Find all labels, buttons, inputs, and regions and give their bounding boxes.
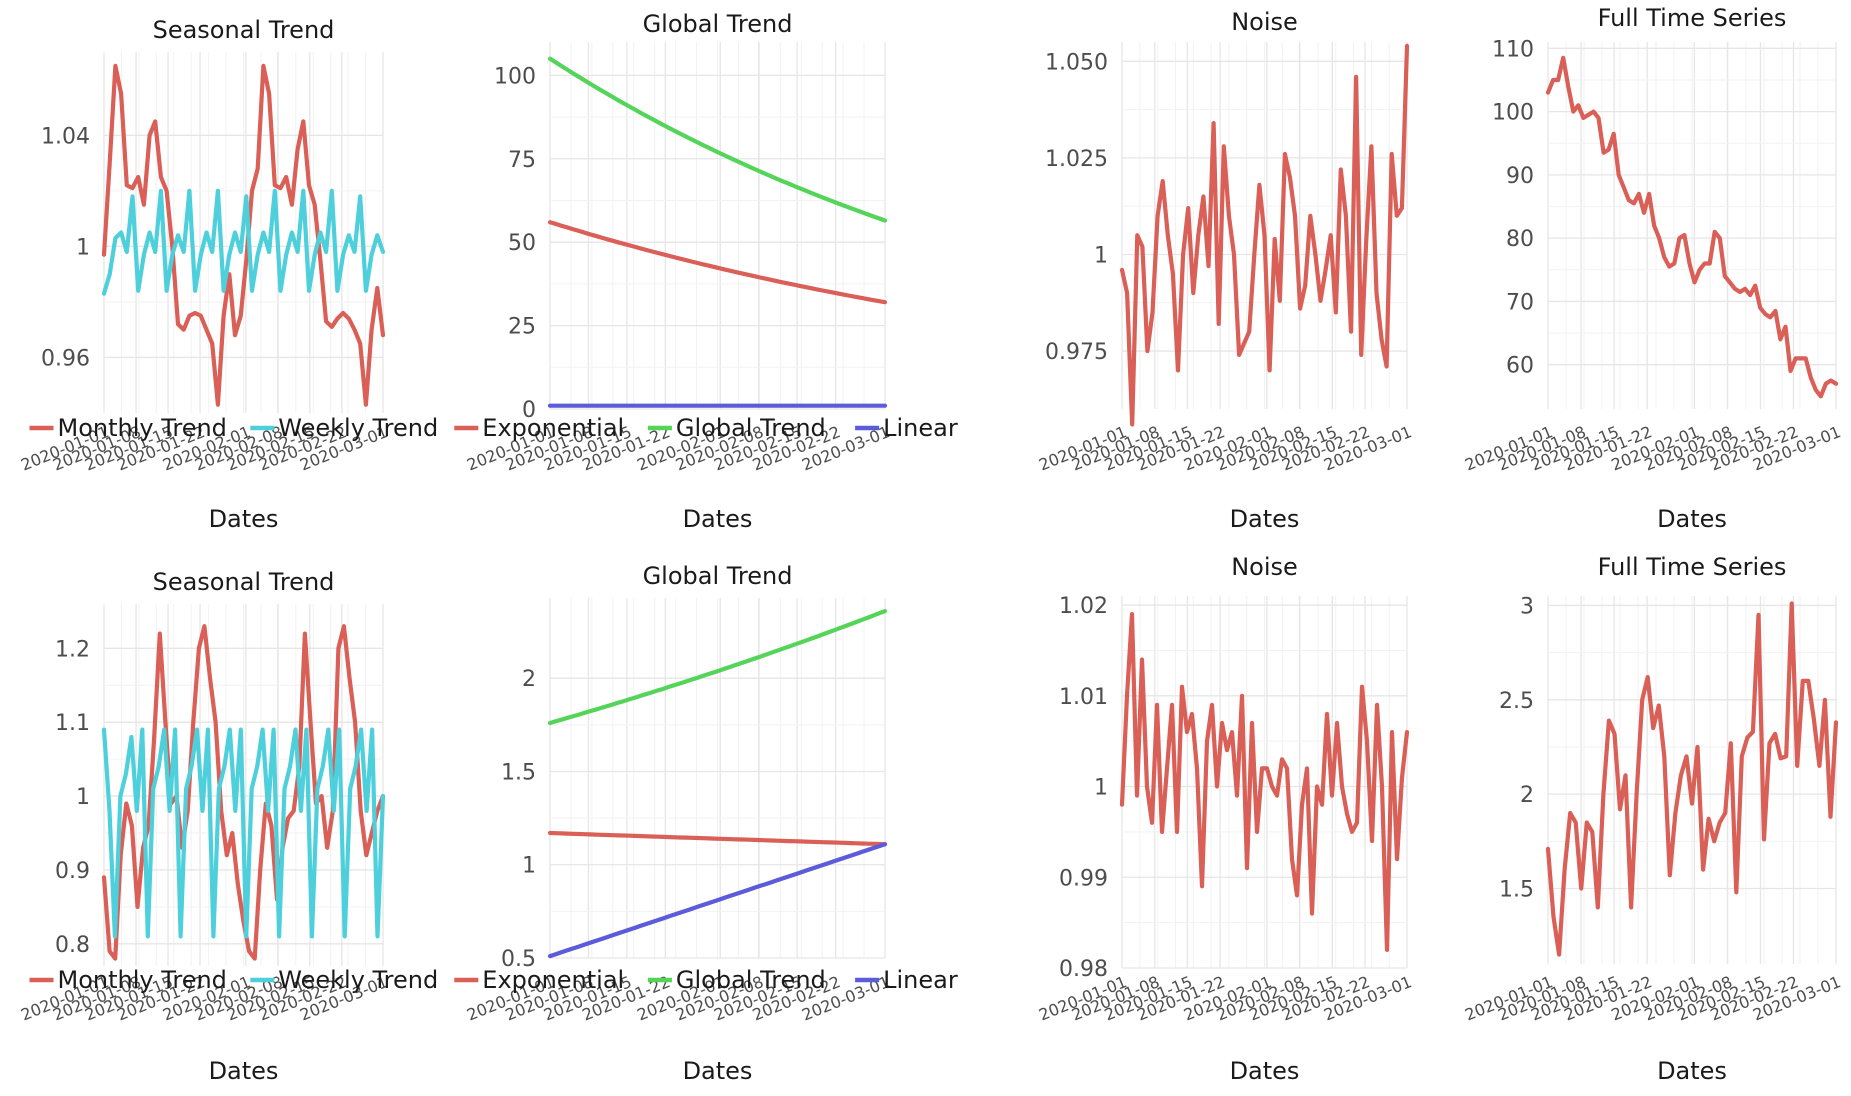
y-tick-label: 90 xyxy=(1506,164,1534,189)
y-tick-label: 1 xyxy=(76,785,90,810)
panel-title: Full Time Series xyxy=(1598,4,1787,32)
x-axis-label: Dates xyxy=(1230,1057,1300,1085)
y-tick-label: 2 xyxy=(522,667,536,692)
series-line-global-trend xyxy=(547,608,888,726)
panel-title: Seasonal Trend xyxy=(153,568,335,596)
y-tick-label: 50 xyxy=(508,231,536,256)
y-tick-label: 0 xyxy=(522,398,536,423)
y-tick-label: 100 xyxy=(1492,101,1534,126)
panel-title: Full Time Series xyxy=(1598,553,1787,581)
legend-label: Global Trend xyxy=(676,966,826,994)
series-line-value xyxy=(1545,601,1839,957)
y-tick-label: 25 xyxy=(508,315,536,340)
series-line-weekly-trend xyxy=(101,188,386,296)
x-axis-label: Dates xyxy=(683,1057,753,1085)
y-tick-label: 70 xyxy=(1506,290,1534,315)
panel-title: Noise xyxy=(1231,8,1298,36)
panel-title: Global Trend xyxy=(643,562,793,590)
x-axis-label: Dates xyxy=(209,505,279,533)
series-line-linear xyxy=(547,842,888,959)
series-line-exponential xyxy=(547,830,888,847)
y-tick-label: 1.02 xyxy=(1059,594,1108,619)
y-tick-label: 0.5 xyxy=(501,947,536,972)
legend-label: Monthly Trend xyxy=(58,966,227,994)
y-tick-label: 1 xyxy=(1094,243,1108,268)
legend-label: Exponential xyxy=(482,966,624,994)
y-tick-label: 0.99 xyxy=(1059,866,1108,891)
x-axis-label: Dates xyxy=(683,505,753,533)
y-tick-label: 1 xyxy=(76,235,90,260)
y-tick-label: 2.5 xyxy=(1499,689,1534,714)
legend-label: Linear xyxy=(883,966,958,994)
series-line-monthly-trend xyxy=(101,624,386,961)
y-tick-label: 1.2 xyxy=(55,637,90,662)
y-tick-label: 1.5 xyxy=(1499,878,1534,903)
legend: Monthly Trend Weekly Trend xyxy=(29,414,438,442)
legend: Monthly Trend Weekly Trend xyxy=(29,966,438,994)
y-tick-label: 0.8 xyxy=(55,933,90,958)
y-tick-label: 60 xyxy=(1506,354,1534,379)
series-line-value xyxy=(1119,43,1410,427)
y-tick-label: 75 xyxy=(508,148,536,173)
legend-label: Monthly Trend xyxy=(58,414,227,442)
y-tick-label: 2 xyxy=(1520,783,1534,808)
x-axis-label: Dates xyxy=(1657,505,1727,533)
y-tick-label: 1.1 xyxy=(55,711,90,736)
legend: Exponential Global Trend Linear xyxy=(454,414,958,442)
series-line-exponential xyxy=(547,220,888,305)
legend: Exponential Global Trend Linear xyxy=(454,966,958,994)
y-tick-label: 1.025 xyxy=(1045,147,1108,172)
legend-label: Weekly Trend xyxy=(278,966,438,994)
y-tick-label: 1.5 xyxy=(501,760,536,785)
y-tick-label: 1.01 xyxy=(1059,685,1108,710)
series-line-global-trend xyxy=(547,56,888,223)
panel-title: Noise xyxy=(1231,553,1298,581)
x-axis-label: Dates xyxy=(1230,505,1300,533)
series-line-weekly-trend xyxy=(101,727,386,939)
x-axis-label: Dates xyxy=(1657,1057,1727,1085)
series-line-value xyxy=(1119,611,1410,953)
y-tick-label: 110 xyxy=(1492,37,1534,62)
series-line-monthly-trend xyxy=(101,63,386,407)
y-tick-label: 1.050 xyxy=(1045,50,1108,75)
x-axis-label: Dates xyxy=(209,1057,279,1085)
legend-label: Global Trend xyxy=(676,414,826,442)
legend-label: Linear xyxy=(883,414,958,442)
y-tick-label: 0.975 xyxy=(1045,340,1108,365)
y-tick-label: 0.9 xyxy=(55,859,90,884)
panel-title: Global Trend xyxy=(643,10,793,38)
y-tick-label: 1 xyxy=(1094,776,1108,801)
legend-label: Weekly Trend xyxy=(278,414,438,442)
y-tick-label: 1 xyxy=(522,854,536,879)
noise-bottom-panel: 0.980.9911.011.02Noise2020-01-012020-01-… xyxy=(1036,553,1414,1085)
noise-top-panel: 0.97511.0251.050Noise2020-01-012020-01-0… xyxy=(1036,8,1414,533)
y-tick-label: 80 xyxy=(1506,227,1534,252)
y-tick-label: 100 xyxy=(494,64,536,89)
legend-label: Exponential xyxy=(482,414,624,442)
y-tick-label: 3 xyxy=(1520,594,1534,619)
y-tick-label: 1.04 xyxy=(41,124,90,149)
panel-title: Seasonal Trend xyxy=(153,16,335,44)
y-tick-label: 0.96 xyxy=(41,346,90,371)
y-tick-label: 0.98 xyxy=(1059,957,1108,982)
series-line-value xyxy=(1545,55,1839,399)
